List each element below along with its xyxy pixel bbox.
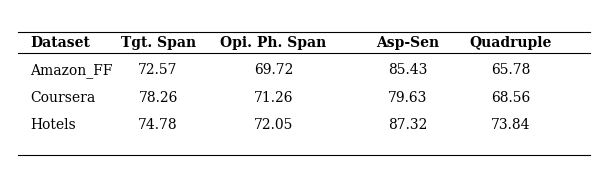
Text: 78.26: 78.26 xyxy=(139,91,178,105)
Text: Amazon_FF: Amazon_FF xyxy=(30,63,113,78)
Text: 87.32: 87.32 xyxy=(388,118,427,132)
Text: 65.78: 65.78 xyxy=(491,63,530,77)
Text: 72.05: 72.05 xyxy=(254,118,293,132)
Text: Opi. Ph. Span: Opi. Ph. Span xyxy=(221,36,326,50)
Text: Dataset: Dataset xyxy=(30,36,90,50)
Text: Asp-Sen: Asp-Sen xyxy=(376,36,439,50)
Text: Quadruple: Quadruple xyxy=(469,36,552,50)
Text: 69.72: 69.72 xyxy=(254,63,293,77)
Text: Hotels: Hotels xyxy=(30,118,76,132)
Text: 73.84: 73.84 xyxy=(491,118,530,132)
Text: 85.43: 85.43 xyxy=(388,63,427,77)
Text: 74.78: 74.78 xyxy=(138,118,178,132)
Text: 79.63: 79.63 xyxy=(388,91,427,105)
Text: 72.57: 72.57 xyxy=(139,63,178,77)
Text: Coursera: Coursera xyxy=(30,91,95,105)
Text: 71.26: 71.26 xyxy=(254,91,293,105)
Text: Tgt. Span: Tgt. Span xyxy=(120,36,196,50)
Text: 68.56: 68.56 xyxy=(491,91,530,105)
